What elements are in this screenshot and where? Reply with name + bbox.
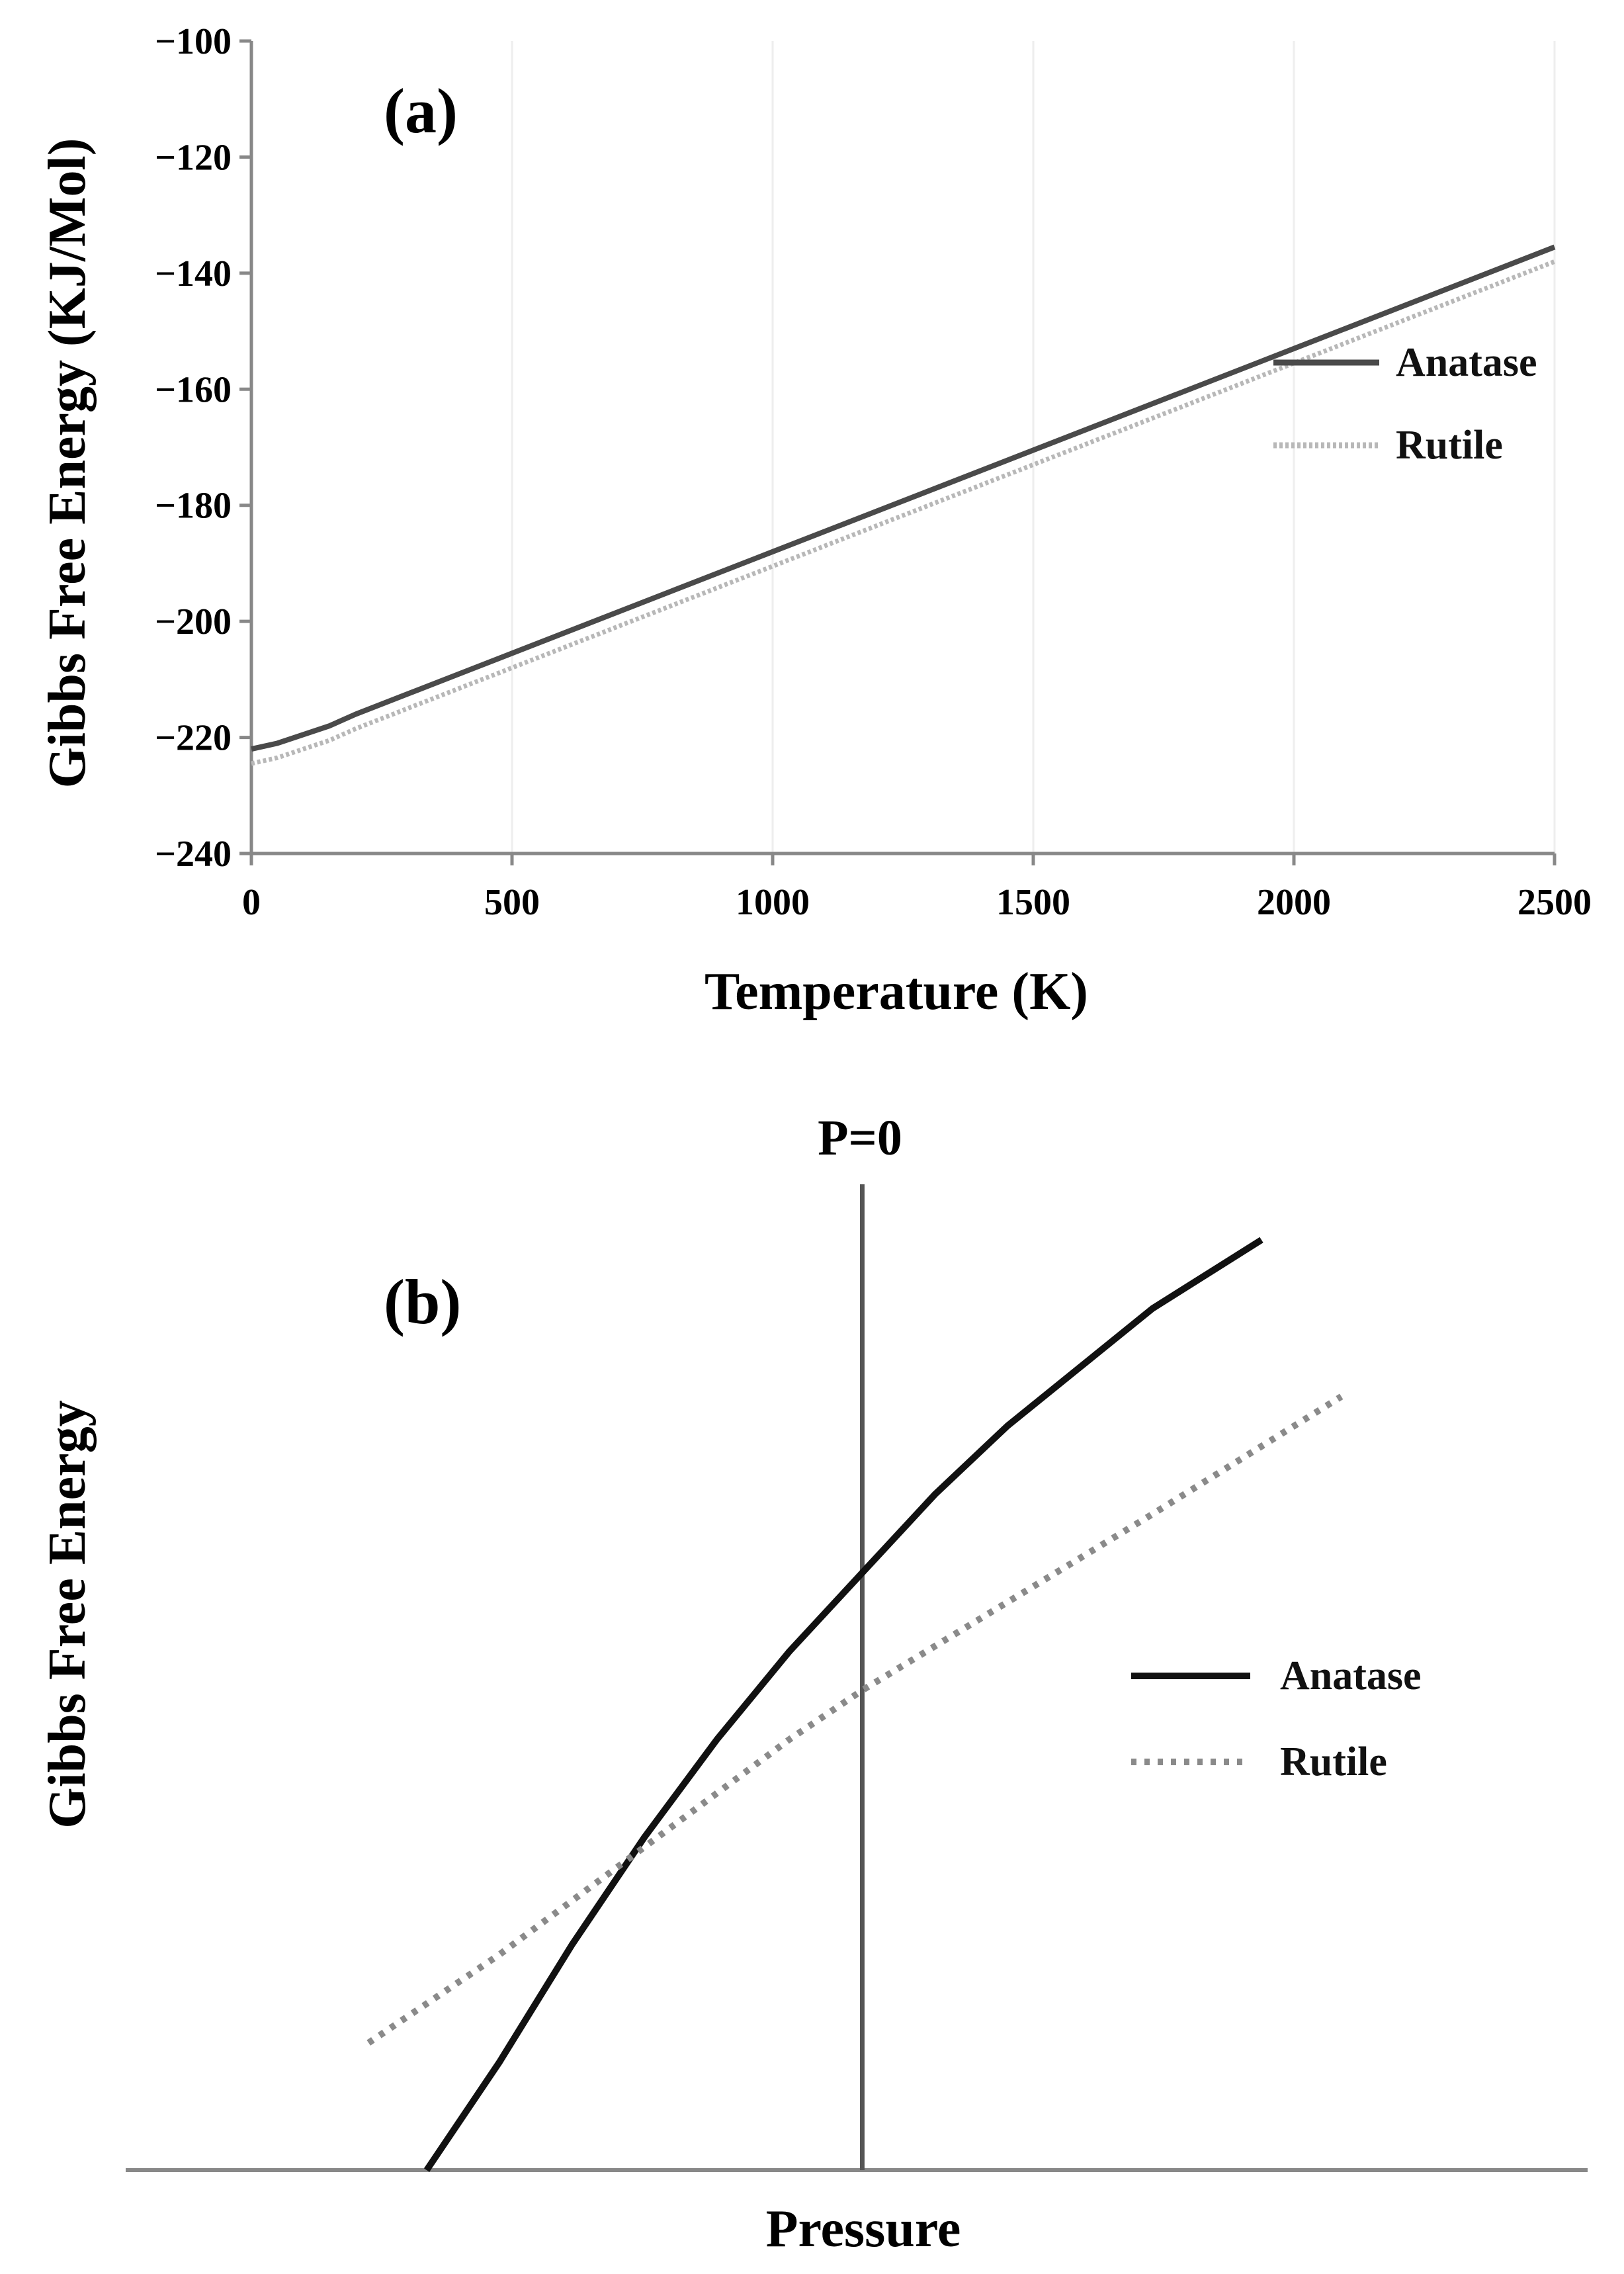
panel-a-legend: Anatase Rutile	[1273, 340, 1537, 468]
panel-a-y-tick-label: −240	[155, 834, 232, 875]
panel-a-series-rutile	[251, 259, 1556, 766]
panel-a-legend-rutile: Rutile	[1396, 423, 1503, 468]
panel-a-series	[251, 244, 1556, 766]
p-zero-label: P=0	[818, 1110, 902, 1166]
panel-b-series	[366, 1237, 1344, 2172]
panel-a-x-tick-label: 0	[242, 882, 261, 923]
panel-a: −240 −220 −200 −180 −160 −140 −120 −100 0 500 1000…	[38, 21, 1592, 1021]
panel-a-x-tick-label: 1000	[736, 882, 810, 923]
panel-a-x-axis-title: Temperature (K)	[705, 963, 1088, 1021]
panel-a-gridlines	[511, 41, 1556, 853]
panel-a-legend-anatase: Anatase	[1396, 340, 1537, 385]
panel-a-x-tick-label: 2500	[1517, 882, 1592, 923]
panel-a-y-tick-label: −100	[155, 21, 232, 62]
panel-a-x-tick-label: 2000	[1257, 882, 1331, 923]
panel-b-x-axis-title: Pressure	[766, 2200, 961, 2258]
panel-a-y-tick-label: −180	[155, 486, 232, 527]
panel-a-label: (a)	[384, 75, 458, 146]
panel-a-y-tick-label: −140	[155, 253, 232, 294]
panel-b: P=0 (b) Pressure Gibbs Free Energy Anata…	[38, 1110, 1588, 2258]
panel-b-series-rutile	[366, 1393, 1344, 2046]
panel-a-ticks: −240 −220 −200 −180 −160 −140 −120 −100 0 500 1000…	[155, 21, 1592, 923]
panel-a-x-tick-label: 1500	[996, 882, 1070, 923]
panel-b-y-axis-title: Gibbs Free Energy	[38, 1400, 97, 1828]
panel-a-x-tick-label: 500	[484, 882, 540, 923]
panel-a-axes	[249, 41, 1555, 855]
panel-b-series-anatase	[423, 1237, 1263, 2172]
panel-b-legend-rutile: Rutile	[1280, 1739, 1387, 1784]
panel-a-y-tick-label: −220	[155, 718, 232, 759]
panel-b-legend: Anatase Rutile	[1131, 1653, 1422, 1784]
panel-b-axes	[126, 1184, 1588, 2172]
panel-a-y-tick-label: −120	[155, 137, 232, 178]
panel-a-series-anatase	[251, 244, 1556, 752]
panel-a-y-tick-label: −200	[155, 601, 232, 642]
panel-b-label: (b)	[384, 1266, 461, 1337]
panel-b-legend-anatase: Anatase	[1280, 1653, 1422, 1698]
panel-a-y-axis-title: Gibbs Free Energy (KJ/Mol)	[38, 138, 97, 789]
panel-a-y-tick-label: −160	[155, 369, 232, 410]
